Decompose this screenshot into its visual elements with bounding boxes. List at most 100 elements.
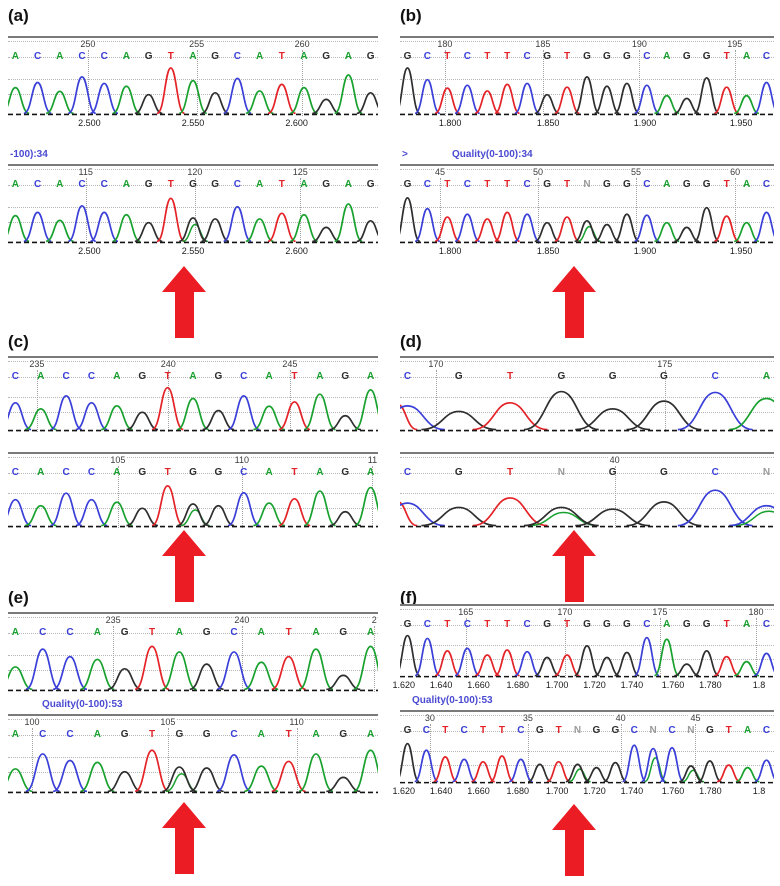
base-letter: G (623, 51, 631, 62)
base-letter: A (93, 729, 101, 740)
gridline-vertical (241, 626, 243, 692)
gridline-vertical (167, 728, 169, 794)
gridline-horizontal (400, 185, 774, 186)
base-letter: G (660, 371, 668, 382)
base-letter: A (366, 729, 375, 740)
gridline-vertical (289, 370, 291, 432)
base-letter: T (723, 51, 730, 62)
base-letter: C (230, 729, 238, 740)
base-letter: N (557, 467, 565, 478)
gridline-horizontal (8, 377, 378, 378)
base-letter: T (442, 725, 449, 736)
ruler-number: 170 (556, 607, 574, 617)
ruler-number: 40 (614, 713, 627, 723)
gridline-horizontal (400, 625, 774, 626)
base-letter: G (543, 51, 551, 62)
trace-plot (8, 192, 378, 244)
gridline-vertical (302, 50, 304, 116)
base-letter: A (11, 729, 20, 740)
base-letter: T (504, 51, 511, 62)
time-label: 2.500 (78, 246, 101, 256)
trace-top: 250 255 260 A C A C C A G T A G C A T A G A G 2.500 2.550 2.60… (8, 36, 378, 130)
trace-plot (8, 64, 378, 116)
time-label: 1.640 (429, 786, 453, 796)
red-arrow (552, 530, 596, 602)
ruler-number: 45 (689, 713, 702, 723)
base-letter: A (316, 371, 324, 382)
arrow-head (552, 266, 596, 292)
base-letter: C (230, 627, 238, 638)
base-letter: A (189, 371, 197, 382)
arrow-shaft (174, 292, 194, 338)
base-letter: G (341, 467, 350, 478)
gridline-vertical (168, 370, 170, 432)
base-letter: G (214, 371, 223, 382)
red-arrow (162, 530, 206, 602)
base-letter: T (278, 179, 285, 190)
trace-plot (8, 384, 378, 432)
base-letter: T (167, 179, 174, 190)
gridline-vertical (527, 724, 529, 784)
trace-bottom: 100 105 110 A C C A G T G G C A T A G A (8, 714, 378, 794)
base-letter: A (37, 371, 45, 382)
position-ruler: 235 240 245 (8, 358, 378, 371)
time-label: 1.760 (661, 786, 685, 796)
ruler-number: 245 (281, 359, 299, 369)
gridline-horizontal (8, 222, 378, 224)
base-letter: C (33, 179, 42, 190)
base-letter: C (711, 371, 719, 382)
gridline-horizontal (8, 507, 378, 509)
position-ruler: 180 185 190 195 (400, 38, 774, 51)
base-letter: G (211, 179, 220, 190)
time-label: 2.600 (285, 246, 308, 256)
base-letter: G (623, 619, 631, 630)
quality-label-row: Quality(0-100):53 (400, 692, 774, 710)
trace-top: 180 185 190 195 G C T C T T C G T G G G C A G G T A C 1.800 1.85… (400, 36, 774, 130)
gridline-horizontal (400, 493, 774, 495)
base-letter: A (11, 627, 20, 638)
gridline-vertical (36, 370, 38, 432)
time-label: 1.640 (429, 680, 453, 690)
base-letter: C (87, 371, 96, 382)
gridline-horizontal (400, 222, 774, 224)
base-letter: A (255, 179, 264, 190)
ruler-number: 40 (608, 455, 621, 465)
quality-label-row: > Quality(0-100):34 (400, 146, 774, 164)
trace-plot (400, 192, 774, 244)
position-ruler: 105 110 11 (8, 454, 379, 467)
base-letter: G (702, 619, 711, 630)
gridline-horizontal (8, 670, 378, 672)
gridline-horizontal (400, 361, 774, 362)
gridline-vertical (117, 466, 119, 528)
time-label: 1.950 (729, 118, 753, 128)
arrow-head (162, 530, 206, 556)
gridline-horizontal (400, 41, 774, 42)
time-label: 1.680 (506, 786, 530, 796)
base-letter: G (682, 51, 691, 62)
ruler-number: 235 (104, 615, 122, 625)
ruler-number: 30 (423, 713, 436, 723)
red-arrow (162, 266, 206, 338)
gridline-horizontal (8, 735, 378, 736)
base-letter: N (583, 179, 591, 190)
base-letter: C (33, 51, 42, 62)
gridline-vertical (435, 370, 437, 432)
gridline-horizontal (400, 750, 774, 752)
base-letter: A (265, 467, 273, 478)
base-letter: C (66, 627, 74, 638)
base-letter: A (742, 619, 751, 630)
base-letter: T (291, 467, 298, 478)
gridline-horizontal (8, 633, 378, 634)
base-letter: A (743, 725, 752, 736)
trace-top: 235 240 245 C A C C A G T A G C A T A G A (8, 356, 378, 432)
base-letter: C (100, 179, 108, 190)
ruler-number: 55 (629, 167, 642, 177)
base-letter: A (300, 179, 308, 190)
ruler-number: 170 (427, 359, 445, 369)
gridline-vertical (194, 178, 196, 244)
trace-top: 170 175 C G T G G G C A (400, 356, 774, 432)
ruler-number: 195 (726, 39, 744, 49)
base-letter: A (762, 371, 771, 382)
